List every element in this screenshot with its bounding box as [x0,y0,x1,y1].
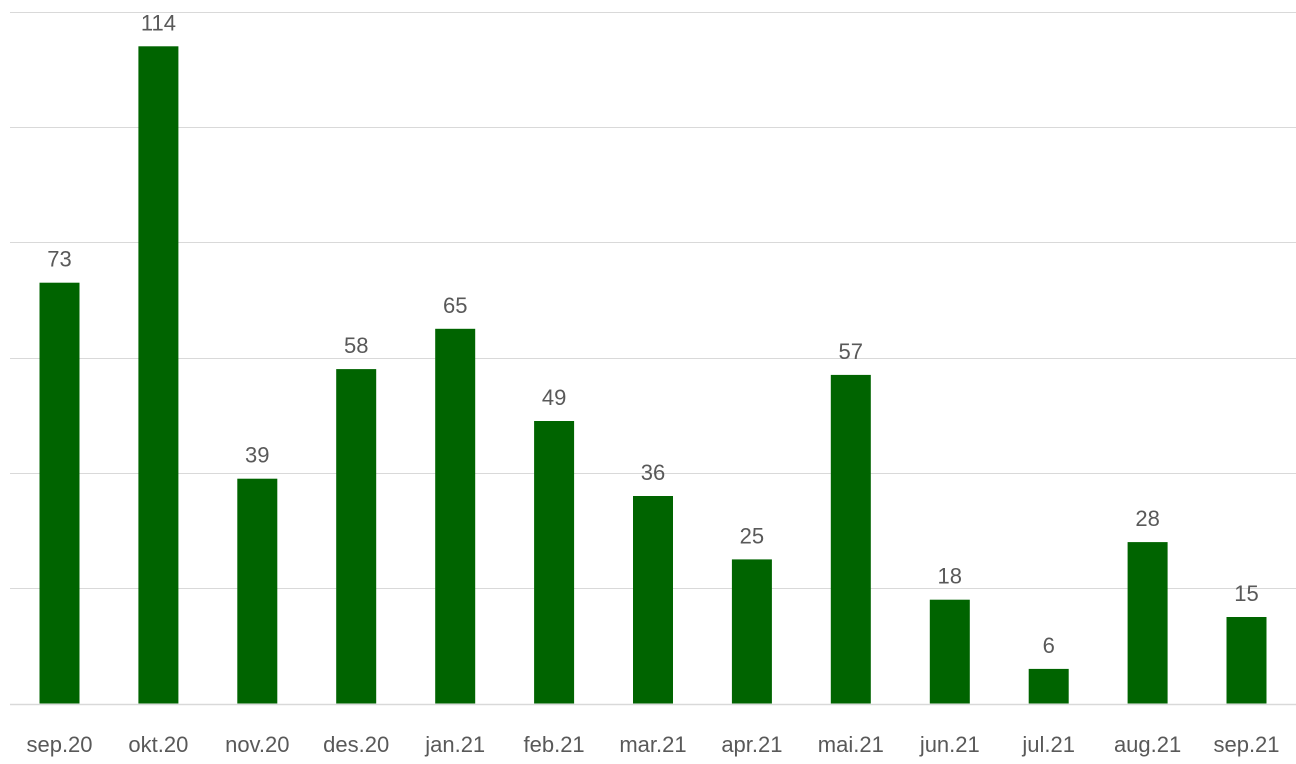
data-label-sep.20: 73 [47,247,71,272]
bar-sep.21 [1226,617,1267,704]
x-tick-label-mai.21: mai.21 [818,732,884,757]
data-label-jan.21: 65 [443,293,467,318]
bar-okt.20 [138,46,179,704]
data-labels: 73 114 39 58 65 49 36 25 57 18 6 28 15 [47,10,1258,658]
bar-nov.20 [237,478,278,704]
bar-jan.21 [435,328,476,704]
x-tick-label-sep.21: sep.21 [1213,732,1279,757]
data-label-jun.21: 18 [938,564,962,589]
x-tick-label-aug.21: aug.21 [1114,732,1181,757]
x-tick-label-des.20: des.20 [323,732,389,757]
bar-sep.20 [39,282,80,704]
bar-jul.21 [1028,668,1069,704]
data-label-sep.21: 15 [1234,581,1258,606]
x-tick-label-jan.21: jan.21 [424,732,485,757]
data-label-mar.21: 36 [641,460,665,485]
data-label-nov.20: 39 [245,443,269,468]
data-label-jul.21: 6 [1043,633,1055,658]
data-label-apr.21: 25 [740,523,764,548]
data-label-okt.20: 114 [141,10,176,35]
x-tick-label-apr.21: apr.21 [721,732,782,757]
data-label-des.20: 58 [344,333,368,358]
bar-mar.21 [633,496,673,704]
bar-des.20 [336,369,377,704]
bars [39,46,1267,704]
x-tick-label-jun.21: jun.21 [919,732,980,757]
x-tick-label-okt.20: okt.20 [128,732,188,757]
gridlines [10,12,1296,706]
data-label-aug.21: 28 [1135,506,1159,531]
data-label-feb.21: 49 [542,385,566,410]
bar-jun.21 [929,599,970,704]
x-tick-label-mar.21: mar.21 [619,732,686,757]
x-tick-label-sep.20: sep.20 [26,732,92,757]
x-tick-label-feb.21: feb.21 [524,732,585,757]
bar-apr.21 [731,559,772,704]
x-tick-label-nov.20: nov.20 [225,732,289,757]
x-axis-tick-labels: sep.20 okt.20 nov.20 des.20 jan.21 feb.21 mar.… [26,732,1279,757]
data-label-mai.21: 57 [839,339,863,364]
bar-aug.21 [1127,542,1168,704]
bar-mai.21 [830,374,871,704]
x-tick-label-jul.21: jul.21 [1021,732,1075,757]
bar-feb.21 [534,421,575,704]
